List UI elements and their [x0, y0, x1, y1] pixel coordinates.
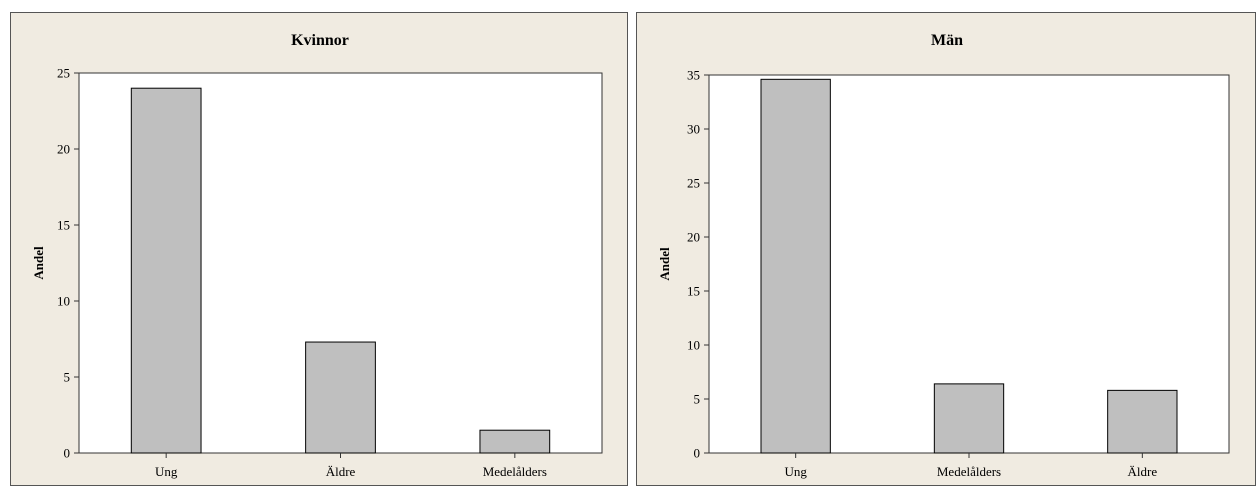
chart-title: Män — [931, 32, 963, 49]
y-tick-label: 35 — [687, 68, 700, 83]
chart-kvinnor: Kvinnor Andel 0 5 10 15 20 25 Ung Äldre Medelålder… — [31, 32, 603, 479]
y-axis-label: Andel — [657, 247, 672, 281]
chart-panel-man: Män Andel 0 5 10 15 20 25 30 35 Ung Medelålders Äldr… — [636, 12, 1256, 486]
x-tick-label: Ung — [784, 464, 807, 479]
chart-title: Kvinnor — [291, 32, 349, 49]
y-axis-label: Andel — [31, 246, 46, 280]
y-tick-label: 25 — [57, 66, 70, 81]
x-tick-label: Äldre — [326, 464, 356, 479]
bar — [479, 429, 551, 454]
y-tick-label: 10 — [57, 294, 70, 309]
x-tick-label: Medelålders — [937, 464, 1001, 479]
bar — [130, 87, 202, 454]
y-tick-label: 5 — [64, 370, 71, 385]
bar — [305, 341, 376, 454]
y-tick-label: 25 — [687, 176, 700, 191]
bar — [760, 78, 831, 454]
y-tick-label: 15 — [57, 218, 70, 233]
bar — [933, 383, 1005, 454]
y-tick-label: 10 — [687, 338, 700, 353]
x-tick-label: Ung — [155, 464, 178, 479]
y-tick-label: 30 — [687, 122, 700, 137]
y-tick-label: 20 — [687, 230, 700, 245]
y-tick-label: 0 — [694, 446, 701, 461]
chart-panel-kvinnor: Kvinnor Andel 0 5 10 15 20 25 Ung Äldre Medelålder… — [10, 12, 628, 486]
chart-man: Män Andel 0 5 10 15 20 25 30 35 Ung Medelålders Äldr… — [657, 32, 1230, 479]
y-tick-label: 20 — [57, 142, 70, 157]
x-tick-label: Äldre — [1128, 464, 1158, 479]
y-tick-label: 0 — [64, 446, 71, 461]
bar — [1107, 389, 1178, 454]
y-tick-label: 5 — [694, 392, 701, 407]
x-tick-label: Medelålders — [483, 464, 547, 479]
y-tick-label: 15 — [687, 284, 700, 299]
